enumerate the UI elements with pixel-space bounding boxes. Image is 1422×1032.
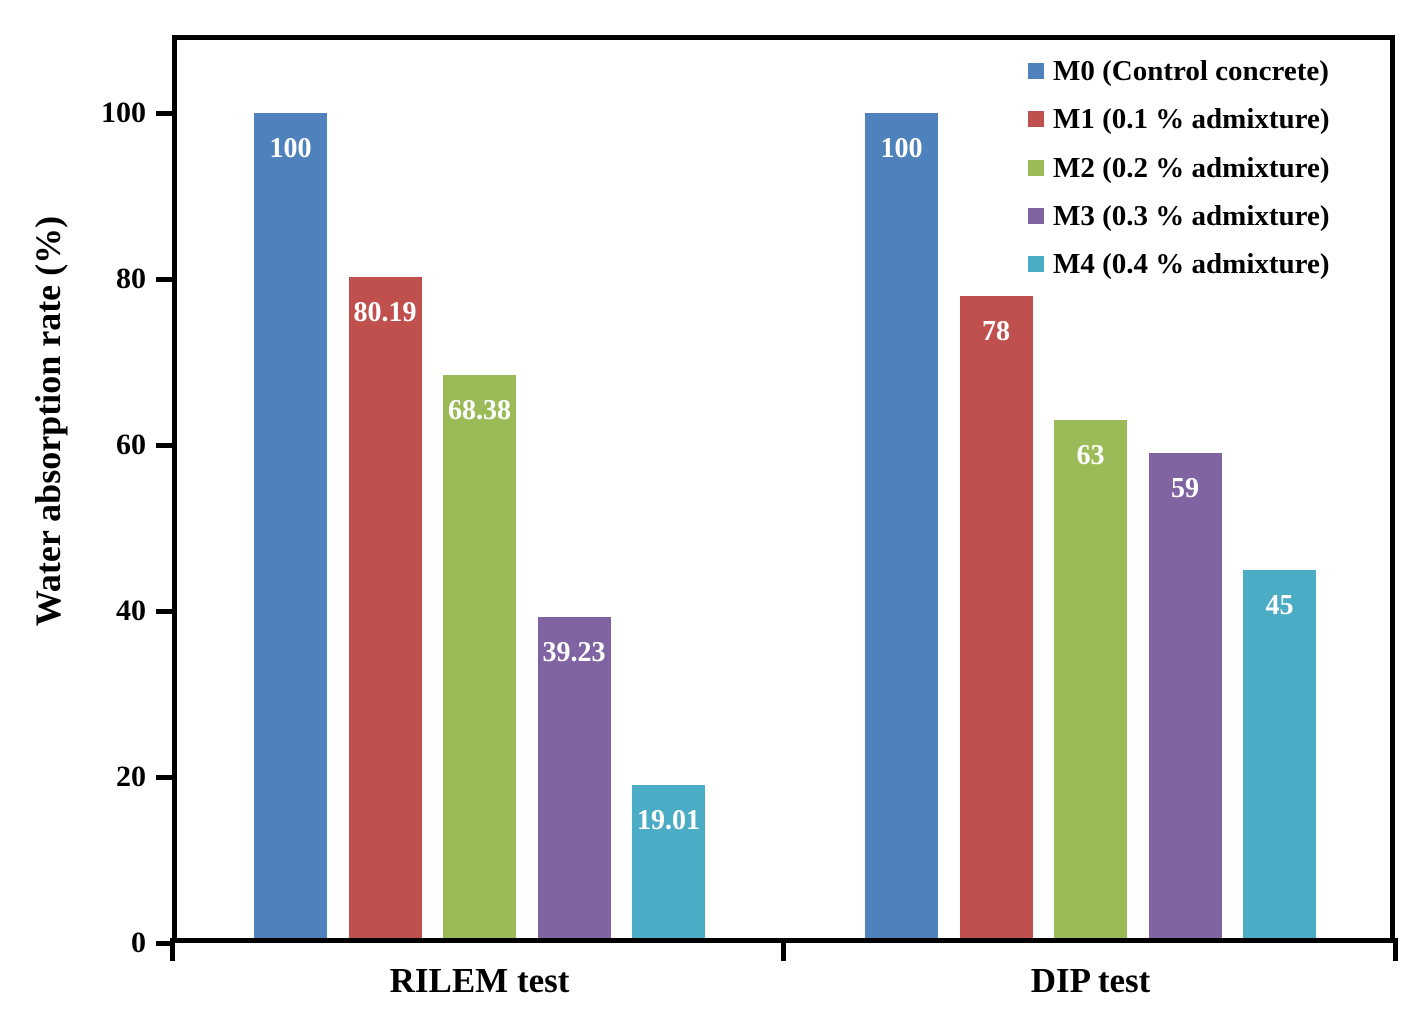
bar-m1-rilem: 80.19 bbox=[348, 277, 422, 938]
x-category-label-rilem: RILEM test bbox=[389, 961, 570, 1000]
y-tick-label: 40 bbox=[116, 594, 146, 627]
legend-swatch-icon bbox=[1028, 111, 1044, 128]
legend-swatch-icon bbox=[1028, 256, 1044, 273]
y-tick-label: 0 bbox=[131, 926, 146, 959]
x-tick-mark bbox=[781, 938, 786, 961]
y-tick-label: 80 bbox=[116, 262, 146, 295]
y-tick-label: 60 bbox=[116, 428, 146, 461]
legend-swatch-icon bbox=[1028, 159, 1044, 176]
bar-value-label: 45 bbox=[1265, 589, 1294, 621]
bar-m3-dip: 59 bbox=[1148, 453, 1222, 938]
y-tick-mark bbox=[156, 940, 172, 946]
y-tick-mark bbox=[156, 774, 172, 780]
bar-value-label: 80.19 bbox=[353, 297, 417, 329]
bar-value-label: 63 bbox=[1076, 440, 1105, 472]
bar-value-label: 39.23 bbox=[542, 637, 606, 669]
bar-m4-dip: 45 bbox=[1243, 569, 1316, 938]
legend-label: M3 (0.3 % admixture) bbox=[1053, 199, 1330, 232]
bar-m0-dip: 100 bbox=[865, 113, 938, 938]
x-tick-mark bbox=[1392, 938, 1398, 961]
bar-m2-dip: 63 bbox=[1054, 420, 1127, 938]
legend-item: M2 (0.2 % admixture) bbox=[1028, 152, 1330, 184]
bar-m3-rilem: 39.23 bbox=[537, 617, 611, 938]
legend-item: M3 (0.3 % admixture) bbox=[1028, 200, 1330, 232]
legend-label: M1 (0.1 % admixture) bbox=[1053, 103, 1330, 136]
y-tick-mark bbox=[156, 276, 172, 282]
legend-label: M2 (0.2 % admixture) bbox=[1053, 151, 1330, 184]
bar-value-label: 19.01 bbox=[637, 805, 700, 837]
legend-item: M0 (Control concrete) bbox=[1028, 55, 1329, 87]
x-tick-mark bbox=[169, 938, 175, 961]
legend-label: M4 (0.4 % admixture) bbox=[1053, 248, 1330, 281]
bar-m2-rilem: 68.38 bbox=[443, 375, 516, 938]
bar-value-label: 100 bbox=[269, 133, 312, 164]
y-tick-mark bbox=[156, 110, 172, 116]
y-tick-mark bbox=[156, 608, 172, 614]
legend-item: M1 (0.1 % admixture) bbox=[1028, 103, 1330, 135]
bar-m4-rilem: 19.01 bbox=[632, 785, 705, 938]
legend-item: M4 (0.4 % admixture) bbox=[1028, 248, 1330, 280]
legend-label: M0 (Control concrete) bbox=[1053, 55, 1329, 87]
y-tick-mark bbox=[156, 442, 172, 448]
bar-value-label: 68.38 bbox=[448, 395, 511, 427]
bar-m1-dip: 78 bbox=[959, 295, 1033, 938]
legend-swatch-icon bbox=[1028, 207, 1044, 224]
y-tick-label: 100 bbox=[101, 96, 146, 129]
bar-m0-rilem: 100 bbox=[254, 113, 327, 938]
bar-value-label: 59 bbox=[1171, 473, 1199, 505]
x-category-label-dip: DIP test bbox=[1030, 961, 1151, 1000]
legend-swatch-icon bbox=[1028, 63, 1044, 79]
y-tick-label: 20 bbox=[116, 760, 146, 793]
bar-value-label: 78 bbox=[982, 315, 1010, 347]
bar-value-label: 100 bbox=[880, 133, 923, 164]
